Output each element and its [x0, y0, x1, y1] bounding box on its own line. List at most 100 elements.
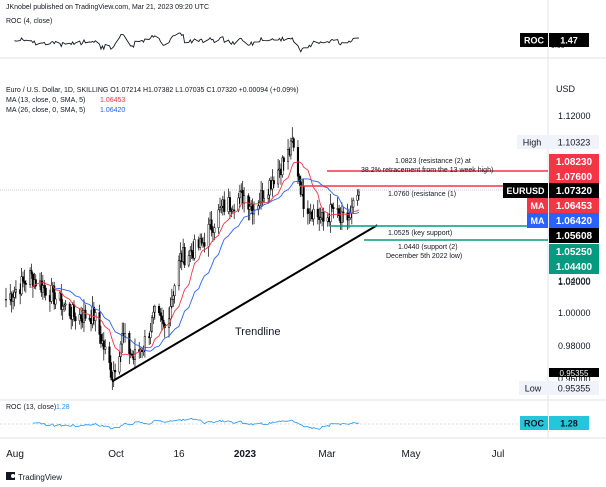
- candle-body: [322, 212, 325, 222]
- candle-body: [152, 311, 155, 318]
- badge-8-value: 1.04400: [556, 262, 593, 273]
- tradingview-logo[interactable]: TradingView: [6, 472, 62, 482]
- candle-body: [277, 169, 280, 185]
- time-label-jul: Jul: [492, 449, 505, 460]
- candle-body: [4, 299, 8, 301]
- low-value: 0.95355: [558, 384, 591, 394]
- candle-body: [189, 249, 192, 256]
- time-label-aug: Aug: [6, 449, 24, 460]
- time-label-2023: 2023: [234, 449, 257, 460]
- candle-body: [150, 317, 154, 332]
- candle-body: [238, 191, 241, 199]
- candle-body: [272, 180, 275, 185]
- badge-ma26-value: 1.06420: [556, 216, 593, 227]
- candle-body: [319, 217, 322, 220]
- price-tick-6: 0.96000: [558, 374, 591, 384]
- resistance-1-annotation: 1.0760 (resistance (1): [388, 191, 456, 198]
- badge-1-value: 1.08230: [556, 157, 593, 168]
- candle-body: [200, 238, 203, 244]
- candle-body: [99, 334, 103, 344]
- candle-body: [342, 211, 345, 214]
- candle-body: [271, 180, 274, 190]
- candle-body: [338, 208, 341, 216]
- tradingview-logo-text: TradingView: [18, 473, 62, 482]
- candle-body: [159, 312, 162, 317]
- badge-eurusd-value: 1.07320: [556, 186, 593, 197]
- candle-body: [102, 340, 105, 350]
- bottom-roc-label: ROC (13, close): [6, 404, 56, 411]
- high-value-bg: [549, 135, 599, 149]
- high-label-bg: [517, 135, 548, 149]
- candle-body: [330, 204, 334, 208]
- candle-body: [173, 285, 176, 297]
- candle-body: [210, 219, 213, 231]
- badge-1-bg: [549, 154, 599, 169]
- candle-body: [12, 297, 15, 302]
- candle-body: [267, 194, 270, 199]
- candle-body: [329, 204, 332, 223]
- badge-ma26: MA 1.06420: [527, 213, 599, 228]
- bottom-roc-badge-label-bg: [520, 416, 548, 430]
- badge-eurusd: EURUSD 1.07320: [503, 183, 599, 198]
- candle-body: [312, 208, 315, 220]
- badge-eurusd-label: EURUSD: [506, 186, 545, 196]
- badge-eurusd-bg: [549, 183, 599, 198]
- candle-body: [23, 280, 26, 284]
- support-2-annotation-line2: December 5th 2022 low): [386, 253, 462, 260]
- candle-body: [29, 270, 32, 285]
- trendline[interactable]: [111, 224, 378, 383]
- currency-label: USD: [556, 84, 576, 94]
- candle-body: [340, 211, 343, 223]
- candle-body: [292, 138, 295, 148]
- key-support-annotation: 1.0525 (key support): [388, 230, 452, 237]
- candle-body: [302, 185, 305, 209]
- badge-8: 1.04400: [549, 259, 599, 274]
- candle-body: [80, 314, 83, 320]
- badge-6: 1.05608: [549, 228, 599, 243]
- bottom-roc-badge-value: 1.28: [560, 419, 578, 429]
- tradingview-logo-dot: [11, 474, 15, 478]
- candle-body: [128, 333, 131, 354]
- badge-ma26-bg: [549, 213, 599, 228]
- price-tick-5: 0.98000: [558, 341, 591, 351]
- bottom-roc-line: [32, 417, 360, 430]
- candle-body: [54, 298, 57, 305]
- top-roc-badge-value-bg: [549, 33, 589, 47]
- time-label-mar: Mar: [318, 449, 336, 460]
- candle-body: [258, 202, 261, 207]
- candle-body: [114, 370, 117, 373]
- badge-6-value: 1.05608: [556, 231, 593, 242]
- low-label: Low: [525, 384, 542, 394]
- candle-body: [223, 199, 226, 212]
- ma26-line: [55, 178, 360, 352]
- candle-body: [218, 207, 222, 211]
- candle-body: [170, 299, 173, 307]
- top-roc-badge-label-bg: [520, 33, 548, 47]
- candle-body: [356, 194, 359, 201]
- candle-body: [14, 289, 17, 293]
- bottom-roc-badge-value-bg: [549, 416, 589, 430]
- badge-ma13-bg: [549, 198, 599, 213]
- high-label: High: [523, 138, 542, 148]
- top-roc-line: [14, 32, 359, 53]
- candle-body: [346, 212, 349, 221]
- candle-body: [286, 149, 290, 162]
- candle-body: [53, 285, 56, 305]
- time-label-16: 16: [173, 449, 185, 460]
- candle-body: [121, 333, 124, 345]
- candle-body: [217, 209, 220, 228]
- candle-body: [34, 279, 37, 287]
- candle-body: [160, 315, 163, 321]
- badge-1: 1.08230: [549, 154, 599, 169]
- top-roc-label: ROC (4, close): [6, 18, 52, 25]
- candle-body: [281, 157, 284, 176]
- candle-body: [298, 176, 301, 182]
- candle-body: [306, 208, 309, 214]
- trendline-label: Trendline: [235, 326, 280, 338]
- ma26-legend-value: 1.06420: [100, 107, 125, 114]
- candle-body: [21, 276, 25, 282]
- candle-body: [63, 304, 66, 307]
- low-label-bg: [519, 381, 548, 395]
- candle-body: [213, 227, 216, 233]
